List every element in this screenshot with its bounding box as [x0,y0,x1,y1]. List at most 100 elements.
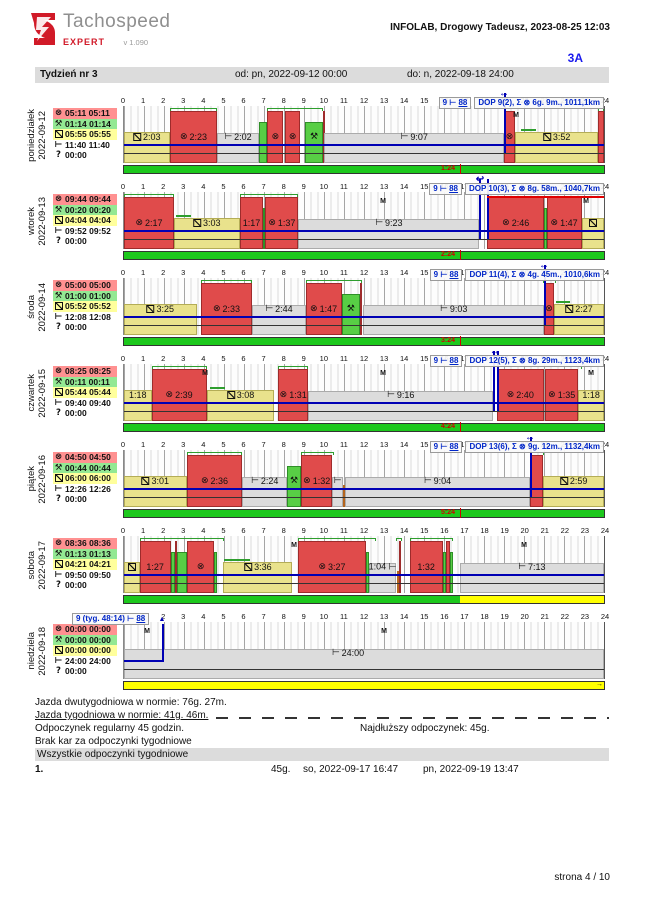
stat-rest-value: 24:00 24:00 [65,655,111,666]
rest-row-start: so, 2022-09-17 16:47 [303,764,399,775]
hour-label: 11 [340,268,348,277]
axis-line [124,239,604,240]
stat-work-value: 01:00 01:00 [65,290,111,301]
summary-longest-rest: Najdłuższy odpoczynek: 45g. [360,723,490,734]
segment-duration: 3:08 [236,390,255,400]
stat-work: ⚒ 00:11 00:11 [53,376,117,387]
segment-duration: 1:47 [560,218,578,228]
hour-label: 2 [161,182,166,191]
crew-annotation-text: 88 [458,98,468,107]
segment-duration: 2:39 [175,390,193,400]
hour-label: 13 [379,96,389,105]
rest-annotation-box: 9 (tyg. 48:14) ⊢ 88 [72,613,150,625]
segment-label: ⊗ 1:35 [548,390,575,400]
segment-d [301,455,333,507]
stat-work-icon: ⚒ [54,119,63,130]
manual-entry-marker: M [513,112,519,119]
manual-entry-marker: M [291,542,297,549]
segment-d [151,369,207,421]
availability-icon [133,133,142,141]
segment-label: ⊗ 3:27 [318,562,345,572]
day-row-2022-09-14: środa 2022-09-14 ⊗ 05:00 05:00 ⚒ 01:00 01:00 0… [20,260,625,353]
segment-label: 3:52 [542,132,570,142]
hour-label: 5 [221,268,226,277]
work-icon: ⚒ [54,548,63,559]
day-stats: ⊗ 08:36 08:36 ⚒ 01:13 01:13 04:21 04:21 ⊢ 09:5… [53,538,117,591]
driving-icon: ⊗ [54,452,63,462]
blue-reference-line [124,574,604,576]
driving-icon: ⊗ [271,132,280,142]
segment-d [322,111,325,163]
hour-label: 24 [600,354,610,363]
hour-label: 24 [600,440,610,449]
hour-label: 12 [359,268,369,277]
manual-entry-marker: M [144,628,150,635]
hour-label: 22 [560,612,569,621]
activity-band: 2:03 ⊗ 2:23 ⊢ 2:02 ⊗ ⊗ ⚒ ⊢ 9:07 ⊗ 3:52 M ↔ 9 ⊢ 88 DOP 9… [123,88,605,163]
hour-label: 24 [600,96,610,105]
hour-label: 10 [319,354,328,363]
segment-label: ⊗ 2:39 [166,390,193,400]
hour-label: 2 [161,612,166,621]
arrow-icon: ↩ [475,174,485,185]
segment-d [124,197,174,249]
rest-icon: ⊢ [54,483,63,494]
rest-continuation-up-line [162,624,164,662]
segment-duration: 7:13 [527,562,546,572]
hour-label: 1 [140,96,146,105]
stat-availability: 04:04 04:04 [53,215,117,226]
rest-icon: ⊢ [387,390,395,400]
segment-duration: 3:03 [203,218,221,228]
stat-unknown-value: 00:00 [65,494,87,504]
weekly-rest-row: 1. 45g. so, 2022-09-17 16:47 pn, 2022-09… [35,763,609,777]
hour-label: 5 [221,526,226,535]
hour-label: 15 [420,96,429,105]
blue-reference-line [124,488,604,490]
stat-rest-icon: ⊢ [54,312,63,323]
up-arrow-icon: ▲ [158,616,166,623]
stat-unknown-value: 00:00 [65,150,87,160]
segment-duration: 1:31 [289,390,307,400]
day-row-2022-09-12: poniedziałek 2022-09-12 ⊗ 05:11 05:11 ⚒ 01:14… [20,88,625,181]
stat-availability: 04:21 04:21 [53,559,117,570]
stat-rest-icon: ⊢ [54,140,63,151]
hour-label: 11 [340,526,348,535]
stat-unknown: ? 00:00 [53,236,117,247]
hour-label: 14 [399,268,409,277]
hour-label: 3 [181,526,186,535]
hour-label: 24 [600,182,610,191]
day-chart-2022-09-13: 0123456789101112131415161718192021222324… [121,174,609,260]
hour-label: 18 [480,612,489,621]
segment-r [324,133,504,163]
work-icon: ⚒ [54,634,63,645]
driving-period-bracket [151,366,207,369]
segment-label [127,563,136,571]
stat-unknown-value: 00:00 [65,666,87,676]
segment-w [176,552,188,593]
hour-label: 17 [460,268,469,277]
hour-label: 14 [399,182,409,191]
week-title: Tydzień nr 3 [40,69,98,80]
driving-icon: ⊗ [505,132,514,142]
stat-rest-icon: ⊢ [54,226,63,237]
hour-label: 4 [201,96,206,105]
segment-duration: 2:46 [511,218,530,228]
segment-d [277,369,309,421]
segment-duration: 1:32 [312,476,331,486]
segment-d [200,283,253,335]
segment-a [124,476,187,507]
hour-label: 11 [340,182,348,191]
stat-unknown-icon: ? [54,494,63,505]
hour-label: 9 [301,182,306,191]
segment-label: ⊢ 2:44 [265,304,292,314]
unknown-icon: ? [56,150,61,160]
stat-availability-value: 04:21 04:21 [65,559,111,569]
stat-rest-value: 09:50 09:50 [65,569,111,580]
hour-label: 1 [140,354,146,363]
day-name: środa [25,295,37,319]
work-period-overline [210,387,225,389]
stat-rest-value: 12:26 12:26 [65,483,111,494]
driving-icon: ⊗ [179,132,188,142]
segment-duration: 3:25 [156,304,175,314]
